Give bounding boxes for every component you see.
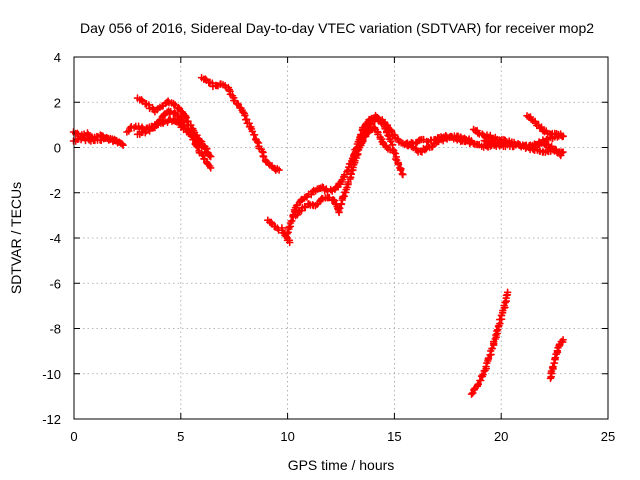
series-track-14 — [523, 112, 567, 141]
series-track-4 — [133, 107, 215, 172]
x-tick-label: 20 — [494, 429, 508, 444]
x-tick-label: 15 — [387, 429, 401, 444]
y-tick-label: 2 — [54, 95, 61, 110]
x-tick-label: 10 — [280, 429, 294, 444]
series-track-15 — [531, 139, 567, 160]
y-tick-label: -4 — [49, 231, 61, 246]
x-tick-label: 0 — [70, 429, 77, 444]
series-track-5 — [133, 94, 215, 161]
series-track-16 — [467, 288, 512, 398]
axis-ticks: 0 5 10 15 20 25 -12 -10 -8 -6 -4 -2 0 2 4 — [42, 50, 615, 444]
x-axis-label: GPS time / hours — [288, 457, 395, 473]
y-tick-label: -12 — [42, 412, 61, 427]
y-tick-label: -10 — [42, 367, 61, 382]
series-track-10 — [348, 113, 407, 179]
y-tick-label: -6 — [49, 276, 61, 291]
x-tick-label: 25 — [601, 429, 615, 444]
x-tick-label: 5 — [177, 429, 184, 444]
y-tick-label: 4 — [54, 50, 61, 65]
data-series — [69, 73, 567, 398]
series-track-9 — [291, 123, 394, 220]
series-track-7 — [264, 216, 294, 247]
grid-lines — [74, 57, 608, 419]
series-track-11 — [403, 132, 476, 156]
series-track-6 — [197, 73, 283, 174]
y-tick-label: 0 — [54, 141, 61, 156]
y-axis-label: SDTVAR / TECUs — [8, 182, 24, 294]
chart-title: Day 056 of 2016, Sidereal Day-to-day VTE… — [80, 20, 594, 36]
y-tick-label: -8 — [49, 322, 61, 337]
y-tick-label: -2 — [49, 186, 61, 201]
series-track-17 — [546, 336, 567, 383]
